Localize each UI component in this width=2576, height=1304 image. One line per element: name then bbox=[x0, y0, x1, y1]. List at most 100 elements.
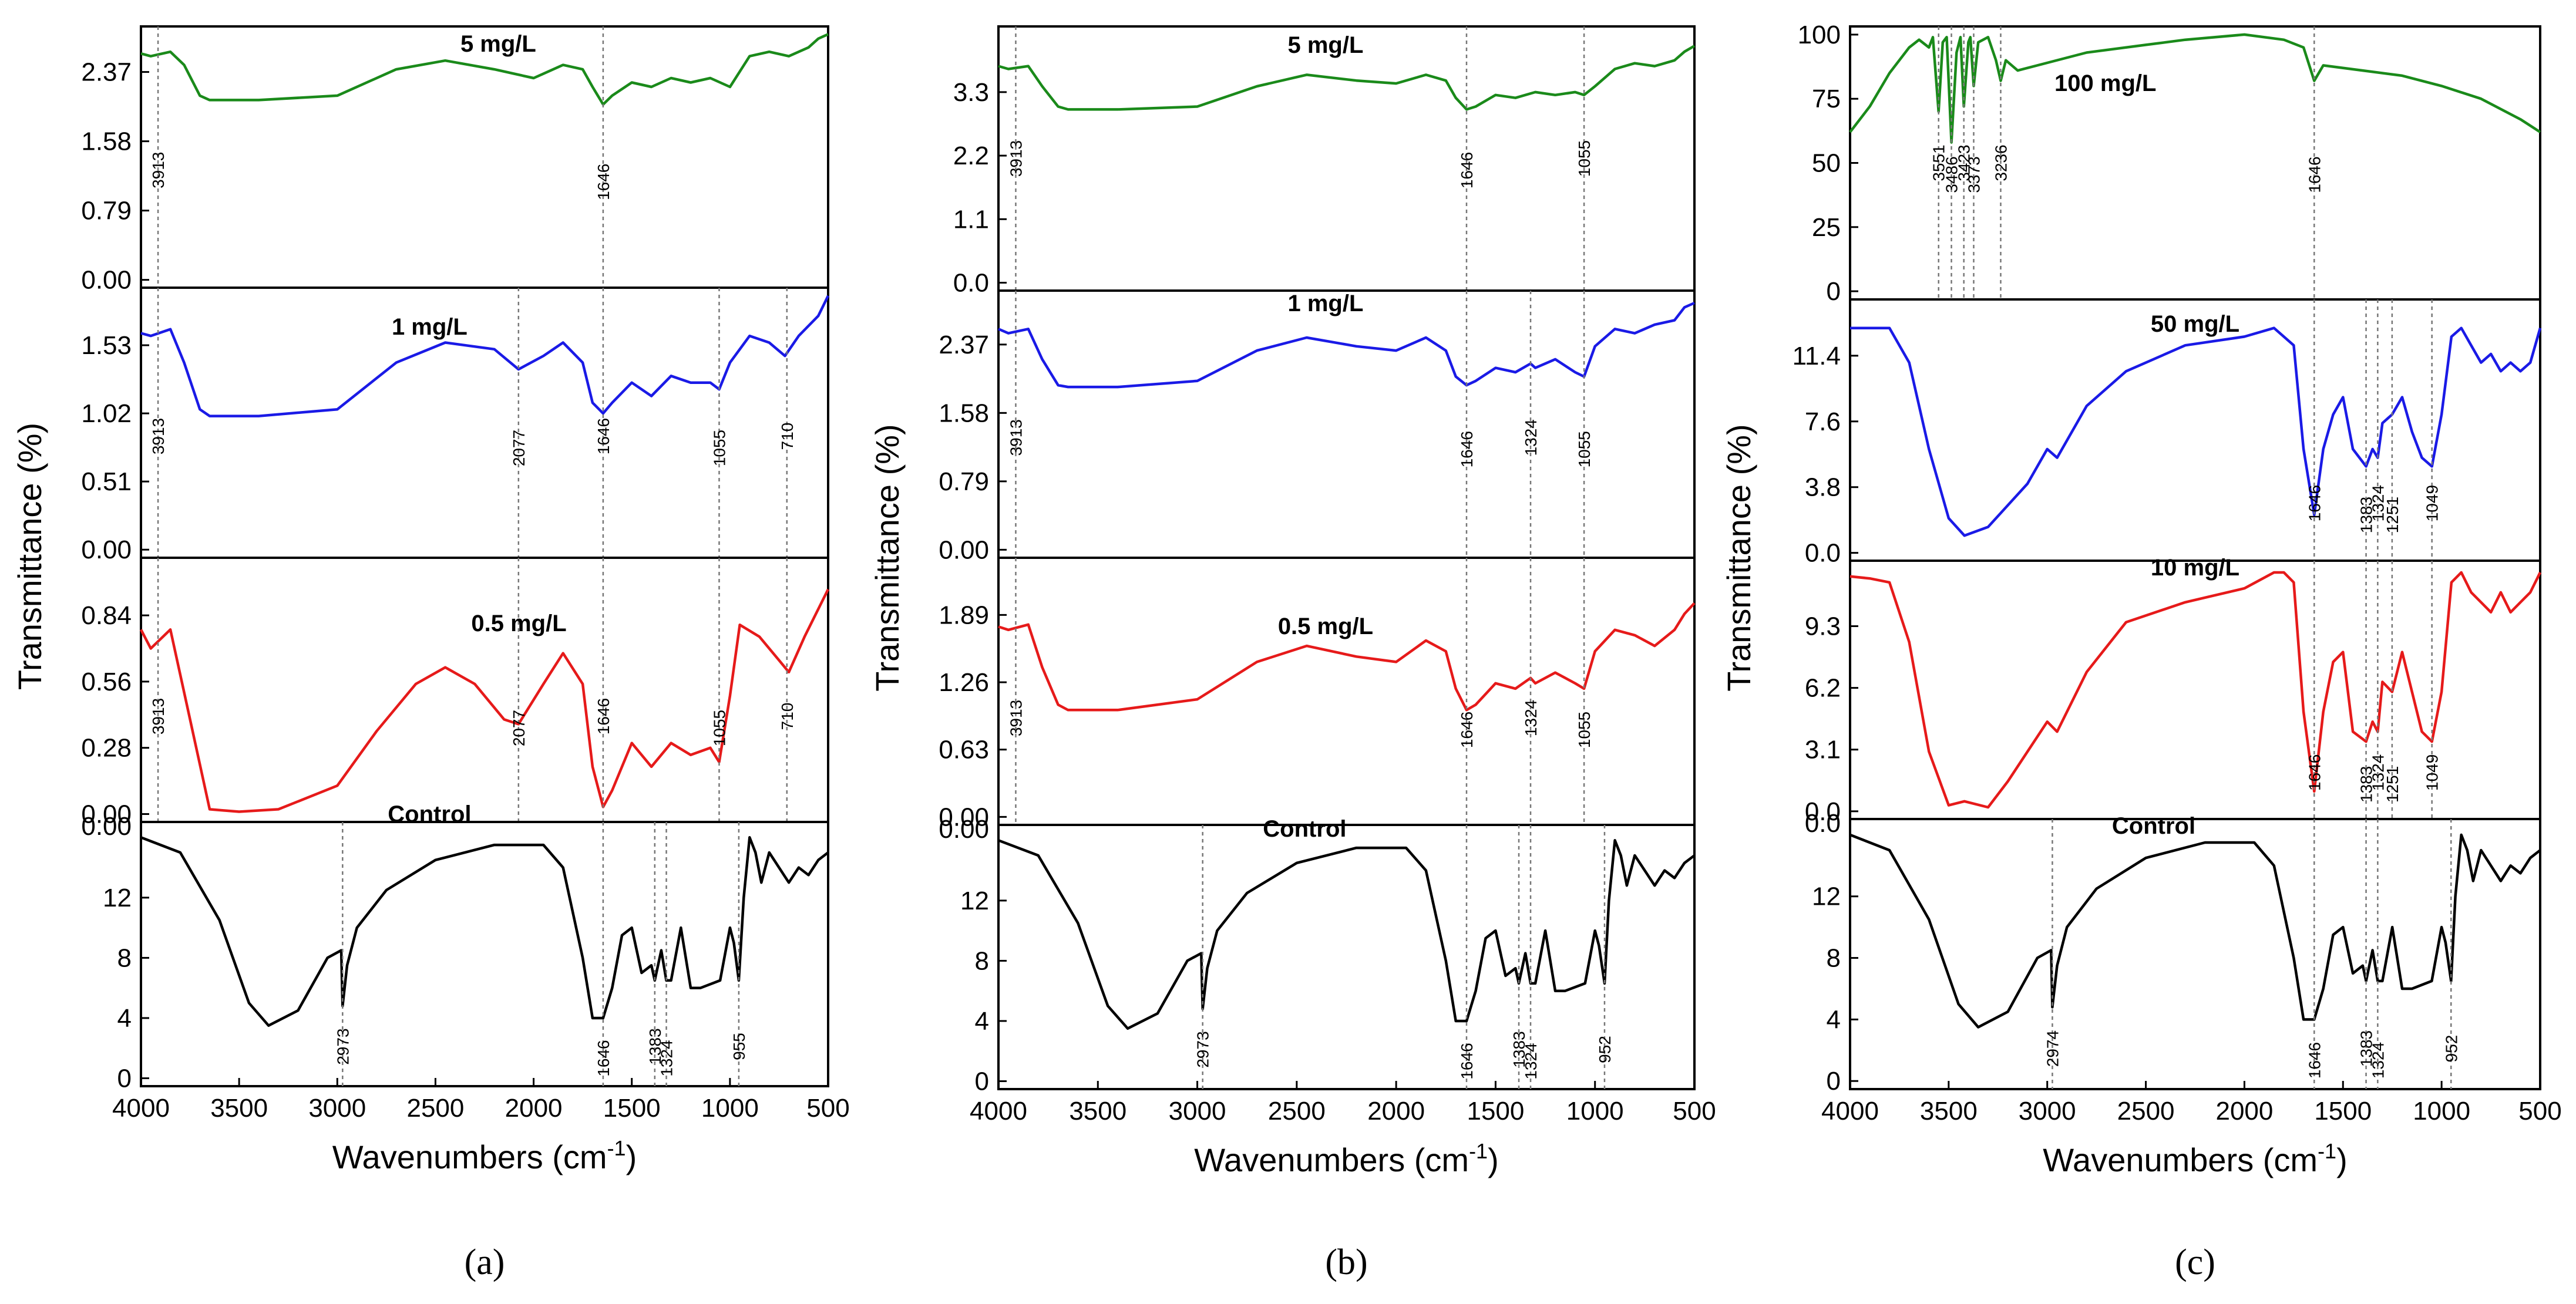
x-tick-label: 3000 bbox=[2019, 1097, 2076, 1126]
peak-label: 1646 bbox=[594, 698, 613, 734]
x-axis-label: Wavenumbers (cm-1) bbox=[1194, 1139, 1498, 1178]
peak-label: 1383 bbox=[1510, 1031, 1528, 1067]
y-tick-label: 0.00 bbox=[939, 815, 989, 844]
peak-label: 3551 bbox=[1930, 144, 1948, 181]
peak-label: 1383 bbox=[2358, 766, 2376, 803]
x-tick-label: 2000 bbox=[2215, 1097, 2273, 1126]
concentration-label: 1 mg/L bbox=[1287, 291, 1363, 316]
peak-label: 3913 bbox=[149, 152, 167, 188]
x-tick-label: 1500 bbox=[1467, 1097, 1524, 1126]
y-tick-label: 0.0 bbox=[1805, 809, 1841, 838]
x-tick-label: 3500 bbox=[210, 1094, 268, 1123]
y-tick-label: 0.63 bbox=[939, 736, 989, 764]
peak-label: 1646 bbox=[594, 418, 613, 454]
y-tick-label: 25 bbox=[1812, 213, 1841, 242]
y-tick-label: 0 bbox=[1827, 1067, 1841, 1096]
spectrum-line bbox=[140, 33, 829, 106]
y-tick-label: 1.53 bbox=[81, 331, 132, 360]
peak-label: 1646 bbox=[594, 164, 613, 200]
panel-label: (a) bbox=[465, 1242, 505, 1282]
concentration-label: Control bbox=[388, 801, 471, 827]
y-axis-label: Transmittance (%) bbox=[869, 424, 906, 691]
concentration-label: 10 mg/L bbox=[2151, 555, 2239, 581]
y-tick-label: 1.02 bbox=[81, 399, 132, 428]
spectrum-line bbox=[998, 45, 1696, 111]
subplot-frame bbox=[1849, 818, 2541, 1090]
y-tick-label: 1.26 bbox=[939, 668, 989, 697]
y-tick-label: 7.6 bbox=[1805, 407, 1841, 436]
peak-label: 1251 bbox=[2383, 766, 2402, 803]
y-tick-label: 6.2 bbox=[1805, 674, 1841, 703]
peak-label: 1383 bbox=[2358, 497, 2376, 533]
y-axis-label: Transmittance (%) bbox=[1720, 424, 1757, 691]
y-tick-label: 12 bbox=[103, 884, 132, 912]
concentration-label: 50 mg/L bbox=[2151, 311, 2239, 337]
y-tick-label: 0.00 bbox=[81, 800, 132, 829]
peak-label: 952 bbox=[2442, 1035, 2460, 1063]
x-tick-label: 500 bbox=[806, 1094, 849, 1123]
y-tick-label: 0.84 bbox=[81, 601, 132, 630]
y-tick-label: 2.37 bbox=[939, 331, 989, 359]
subplot-frame bbox=[997, 824, 1696, 1090]
y-tick-label: 0.79 bbox=[939, 467, 989, 496]
spectrum-line bbox=[1849, 833, 2541, 1029]
y-tick-label: 1.58 bbox=[81, 127, 132, 156]
x-tick-label: 1000 bbox=[1566, 1097, 1624, 1126]
y-tick-label: 0.28 bbox=[81, 734, 132, 763]
y-tick-label: 75 bbox=[1812, 85, 1841, 113]
concentration-label: Control bbox=[1263, 816, 1346, 842]
peak-label: 710 bbox=[778, 423, 796, 450]
y-tick-label: 4 bbox=[975, 1007, 989, 1036]
peak-label: 1646 bbox=[1458, 712, 1476, 748]
y-tick-label: 8 bbox=[117, 944, 132, 972]
x-tick-label: 2000 bbox=[505, 1094, 563, 1123]
peak-label: 1646 bbox=[594, 1040, 613, 1076]
y-tick-label: 3.3 bbox=[953, 78, 989, 107]
x-tick-label: 4000 bbox=[970, 1097, 1027, 1126]
panel-label: (c) bbox=[2175, 1242, 2215, 1282]
subplot-0: 0.00 0.79 1.58 2.37 3913 1646 5 mg/L bbox=[81, 25, 829, 295]
y-tick-label: 3.1 bbox=[1805, 736, 1841, 764]
concentration-label: 0.5 mg/L bbox=[1278, 614, 1373, 639]
subplot-2: 0.00 0.28 0.56 0.84 3913 2077 1646 1055 710 0.5 m… bbox=[81, 557, 830, 829]
y-tick-label: 1.1 bbox=[953, 205, 989, 234]
concentration-label: 1 mg/L bbox=[392, 314, 468, 340]
y-axis-label: Transmittance (%) bbox=[11, 423, 48, 690]
subplot-0: 0.0 1.1 2.2 3.3 3913 1646 1055 5 mg/L bbox=[953, 25, 1696, 298]
y-tick-label: 0.00 bbox=[81, 535, 132, 564]
concentration-label: 0.5 mg/L bbox=[471, 611, 566, 636]
y-tick-label: 9.3 bbox=[1805, 612, 1841, 641]
y-tick-label: 0.00 bbox=[939, 535, 989, 564]
spectrum-line bbox=[1849, 33, 2541, 144]
peak-label: 1646 bbox=[2305, 1042, 2323, 1079]
peak-label: 1646 bbox=[2305, 156, 2323, 193]
y-tick-label: 8 bbox=[1827, 944, 1841, 973]
peak-label: 1251 bbox=[2383, 497, 2402, 533]
peak-label: 952 bbox=[1596, 1036, 1614, 1063]
y-tick-label: 100 bbox=[1798, 21, 1841, 49]
x-tick-label: 2500 bbox=[406, 1094, 464, 1123]
x-tick-label: 3500 bbox=[1920, 1097, 1978, 1126]
peak-label: 710 bbox=[778, 703, 796, 730]
y-tick-label: 0 bbox=[117, 1064, 132, 1093]
y-tick-label: 1.58 bbox=[939, 399, 989, 427]
y-tick-label: 0 bbox=[1827, 277, 1841, 306]
spectrum-line bbox=[140, 295, 830, 417]
peak-label: 2077 bbox=[510, 710, 528, 746]
peak-label: 1324 bbox=[2369, 485, 2387, 521]
y-tick-label: 0.0 bbox=[1805, 797, 1841, 826]
x-tick-label: 4000 bbox=[112, 1094, 170, 1123]
y-tick-label: 12 bbox=[960, 887, 989, 915]
y-tick-label: 12 bbox=[1812, 882, 1841, 911]
peak-label: 1646 bbox=[2305, 754, 2323, 791]
peak-label: 1383 bbox=[2358, 1030, 2376, 1067]
subplot-frame bbox=[140, 25, 829, 289]
peak-label: 1646 bbox=[2305, 485, 2323, 521]
y-tick-label: 50 bbox=[1812, 149, 1841, 178]
peak-label: 2973 bbox=[1194, 1031, 1212, 1067]
